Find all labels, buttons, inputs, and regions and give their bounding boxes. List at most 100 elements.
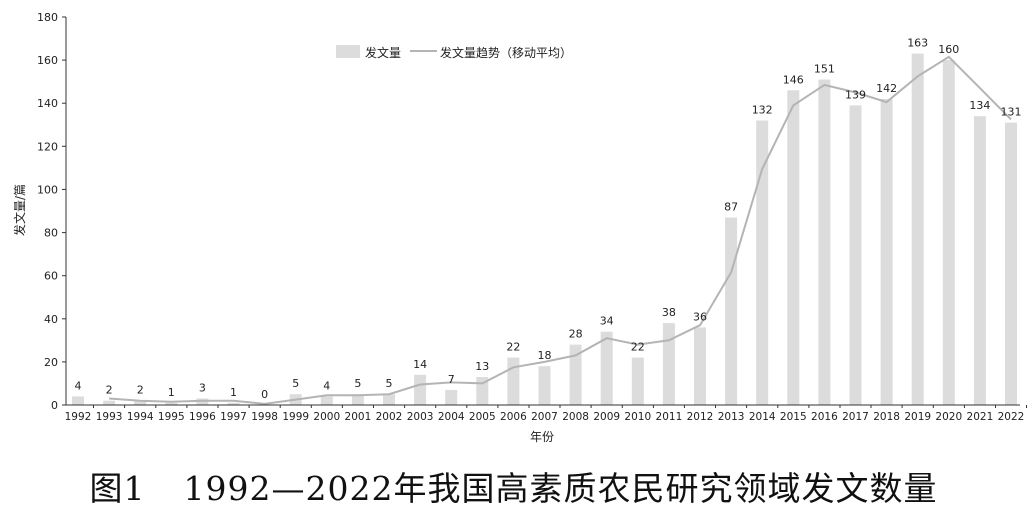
x-tick-label-1995: 1995	[158, 411, 185, 423]
x-tick-label-1996: 1996	[189, 411, 216, 423]
x-tick-label-2014: 2014	[749, 411, 776, 423]
x-tick-label-2020: 2020	[935, 411, 962, 423]
data-label-2018: 142	[876, 82, 897, 95]
x-tick-label-2013: 2013	[718, 411, 745, 423]
data-label-2009: 34	[600, 315, 614, 328]
x-tick-label-2011: 2011	[656, 411, 683, 423]
bar-2006	[507, 357, 520, 405]
data-label-2006: 22	[506, 341, 520, 354]
x-tick-label-2003: 2003	[407, 411, 434, 423]
x-tick-label-2007: 2007	[531, 411, 558, 423]
data-label-2005: 13	[475, 360, 489, 373]
bar-2017	[849, 105, 862, 406]
bar-2008	[569, 344, 582, 405]
bar-2002	[383, 394, 395, 405]
y-axis-title: 发文量/篇	[12, 184, 27, 236]
bar-1997	[227, 402, 240, 405]
bars-layer	[72, 53, 1017, 406]
data-label-2013: 87	[724, 201, 738, 214]
y-tick-label-180: 180	[37, 11, 58, 24]
y-tick-label-80: 80	[44, 227, 58, 240]
trend-line	[109, 55, 1012, 405]
data-label-2016: 151	[814, 63, 835, 76]
data-label-1997: 1	[230, 386, 237, 399]
bar-1995	[165, 402, 178, 405]
bar-1996	[196, 398, 209, 405]
x-tick-label-2009: 2009	[593, 411, 620, 423]
data-label-2020: 160	[938, 43, 959, 56]
x-tick-label-1992: 1992	[65, 411, 92, 423]
y-tick-label-20: 20	[44, 356, 58, 369]
data-label-2014: 132	[752, 104, 773, 117]
data-label-2007: 18	[538, 349, 552, 362]
x-tick-label-2016: 2016	[811, 411, 838, 423]
x-tick-label-2022: 2022	[998, 411, 1025, 423]
x-tick-label-2019: 2019	[904, 411, 931, 423]
bar-2019	[911, 53, 924, 405]
bar-2012	[694, 327, 706, 405]
bar-2016	[818, 79, 831, 405]
bar-2014	[756, 120, 769, 405]
x-tick-label-2004: 2004	[438, 411, 465, 423]
bar-2022	[1005, 122, 1017, 405]
data-label-2000: 4	[323, 379, 330, 392]
y-tick-label-140: 140	[37, 97, 58, 110]
x-tick-label-2005: 2005	[469, 411, 496, 423]
x-tick-label-2001: 2001	[345, 411, 372, 423]
x-tick-label-1997: 1997	[220, 411, 247, 423]
data-label-1995: 1	[168, 386, 175, 399]
x-tick-label-2018: 2018	[873, 411, 900, 423]
legend-bar-label: 发文量	[365, 45, 401, 60]
data-label-1999: 5	[292, 377, 299, 390]
bar-1992	[72, 396, 84, 405]
y-tick-label-60: 60	[44, 270, 58, 283]
x-tick-label-2012: 2012	[687, 411, 714, 423]
y-tick-label-100: 100	[37, 183, 58, 196]
bar-2001	[351, 394, 364, 405]
data-label-1998: 0	[261, 388, 268, 401]
bar-2020	[942, 60, 955, 405]
y-tick-label-160: 160	[37, 54, 58, 67]
data-label-2002: 5	[386, 377, 393, 390]
data-label-2021: 134	[969, 99, 990, 112]
y-tick-label-40: 40	[44, 313, 58, 326]
data-label-2001: 5	[354, 377, 361, 390]
bar-2013	[725, 217, 738, 405]
figure-caption: 图1 1992—2022年我国高素质农民研究领域发文数量	[0, 462, 1027, 510]
data-label-2015: 146	[783, 73, 804, 86]
data-label-2019: 163	[907, 37, 928, 50]
x-tick-label-2006: 2006	[500, 411, 527, 423]
x-tick-label-2021: 2021	[967, 411, 994, 423]
x-tick-label-1994: 1994	[127, 411, 154, 423]
x-tick-label-1993: 1993	[96, 411, 123, 423]
bar-2009	[600, 331, 613, 405]
x-tick-label-1998: 1998	[251, 411, 278, 423]
legend-bar-swatch	[336, 45, 360, 58]
data-label-2011: 38	[662, 306, 676, 319]
legend-line-label: 发文量趋势（移动平均）	[440, 45, 572, 60]
data-label-1993: 2	[106, 384, 113, 397]
data-label-1996: 3	[199, 382, 206, 395]
data-label-1992: 4	[75, 379, 82, 392]
data-label-2012: 36	[693, 310, 707, 323]
x-axis-title: 年份	[530, 430, 554, 444]
bar-2018	[880, 98, 893, 406]
x-tick-label-2017: 2017	[842, 411, 869, 423]
data-label-2022: 131	[1001, 106, 1022, 119]
x-tick-label-2000: 2000	[313, 411, 340, 423]
data-label-2017: 139	[845, 88, 866, 101]
x-tick-label-2002: 2002	[376, 411, 403, 423]
x-tick-label-1999: 1999	[282, 411, 309, 423]
y-tick-label-0: 0	[51, 399, 58, 412]
x-tick-label-2010: 2010	[624, 411, 651, 423]
x-tick-label-2008: 2008	[562, 411, 589, 423]
bar-1993	[103, 400, 116, 405]
x-tick-label-2015: 2015	[780, 411, 807, 423]
figure-number: 图1	[89, 469, 146, 508]
data-label-2008: 28	[569, 328, 583, 341]
bar-2003	[414, 374, 427, 405]
data-label-2010: 22	[631, 341, 645, 354]
